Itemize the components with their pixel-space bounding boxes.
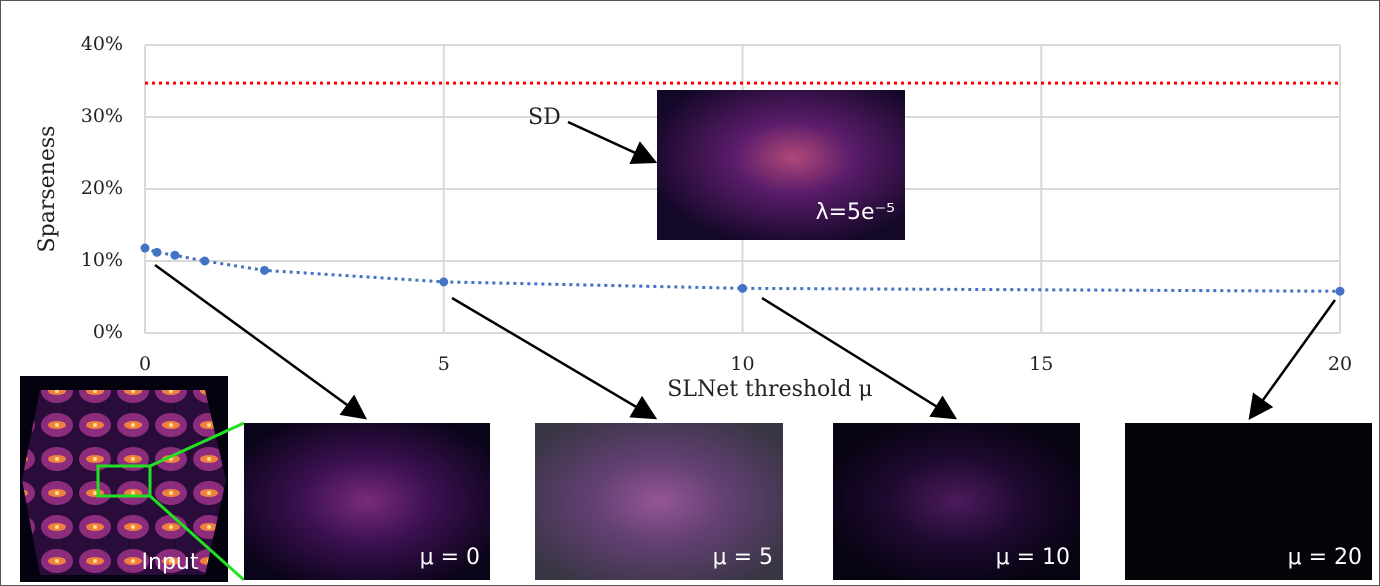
panel-image bbox=[244, 423, 490, 580]
point bbox=[439, 277, 449, 287]
x-tick-label: 0 bbox=[139, 353, 151, 375]
y-axis-label: Sparseness bbox=[35, 126, 60, 253]
zoom-line bbox=[149, 494, 245, 582]
y-tick-label: 0% bbox=[93, 321, 123, 343]
lambda-label: λ=5e⁻⁵ bbox=[816, 200, 895, 225]
panel-image bbox=[833, 423, 1080, 580]
y-tick-label: 30% bbox=[81, 105, 123, 127]
x-tick-label: 20 bbox=[1328, 353, 1352, 375]
zoom-line bbox=[149, 421, 245, 468]
panel-image bbox=[1125, 423, 1372, 580]
point bbox=[140, 243, 150, 253]
point bbox=[260, 265, 269, 275]
input-image bbox=[22, 390, 226, 575]
x-axis-label: SLNet threshold μ bbox=[667, 377, 872, 402]
arrow bbox=[154, 263, 368, 420]
zoom-box bbox=[96, 464, 152, 498]
arrow bbox=[451, 296, 658, 420]
y-tick-label: 10% bbox=[81, 249, 123, 271]
panel-label: μ = 0 bbox=[420, 545, 480, 570]
point bbox=[170, 250, 180, 260]
y-tick-label: 20% bbox=[81, 177, 123, 199]
point bbox=[152, 247, 162, 257]
sd-label: SD bbox=[528, 105, 561, 130]
x-tick-label: 10 bbox=[730, 353, 754, 375]
panel-label: μ = 10 bbox=[996, 545, 1070, 570]
arrow bbox=[567, 120, 658, 164]
arrow bbox=[761, 296, 958, 420]
plot: 0% 10% 20% 30% 40% 0 5 10 15 20 SLNet threshold μ S… bbox=[35, 33, 1352, 402]
point bbox=[200, 256, 210, 266]
panel-label: μ = 20 bbox=[1288, 545, 1362, 570]
x-tick-label: 15 bbox=[1029, 353, 1053, 375]
arrow bbox=[1248, 299, 1337, 421]
panel-label: μ = 5 bbox=[713, 545, 773, 570]
x-tick-label: 5 bbox=[438, 353, 450, 375]
sd-image bbox=[657, 90, 905, 240]
point bbox=[738, 283, 747, 293]
point bbox=[1335, 286, 1345, 296]
panel-image bbox=[535, 423, 783, 580]
input-label: Input bbox=[142, 550, 199, 575]
y-tick-label: 40% bbox=[81, 33, 123, 55]
